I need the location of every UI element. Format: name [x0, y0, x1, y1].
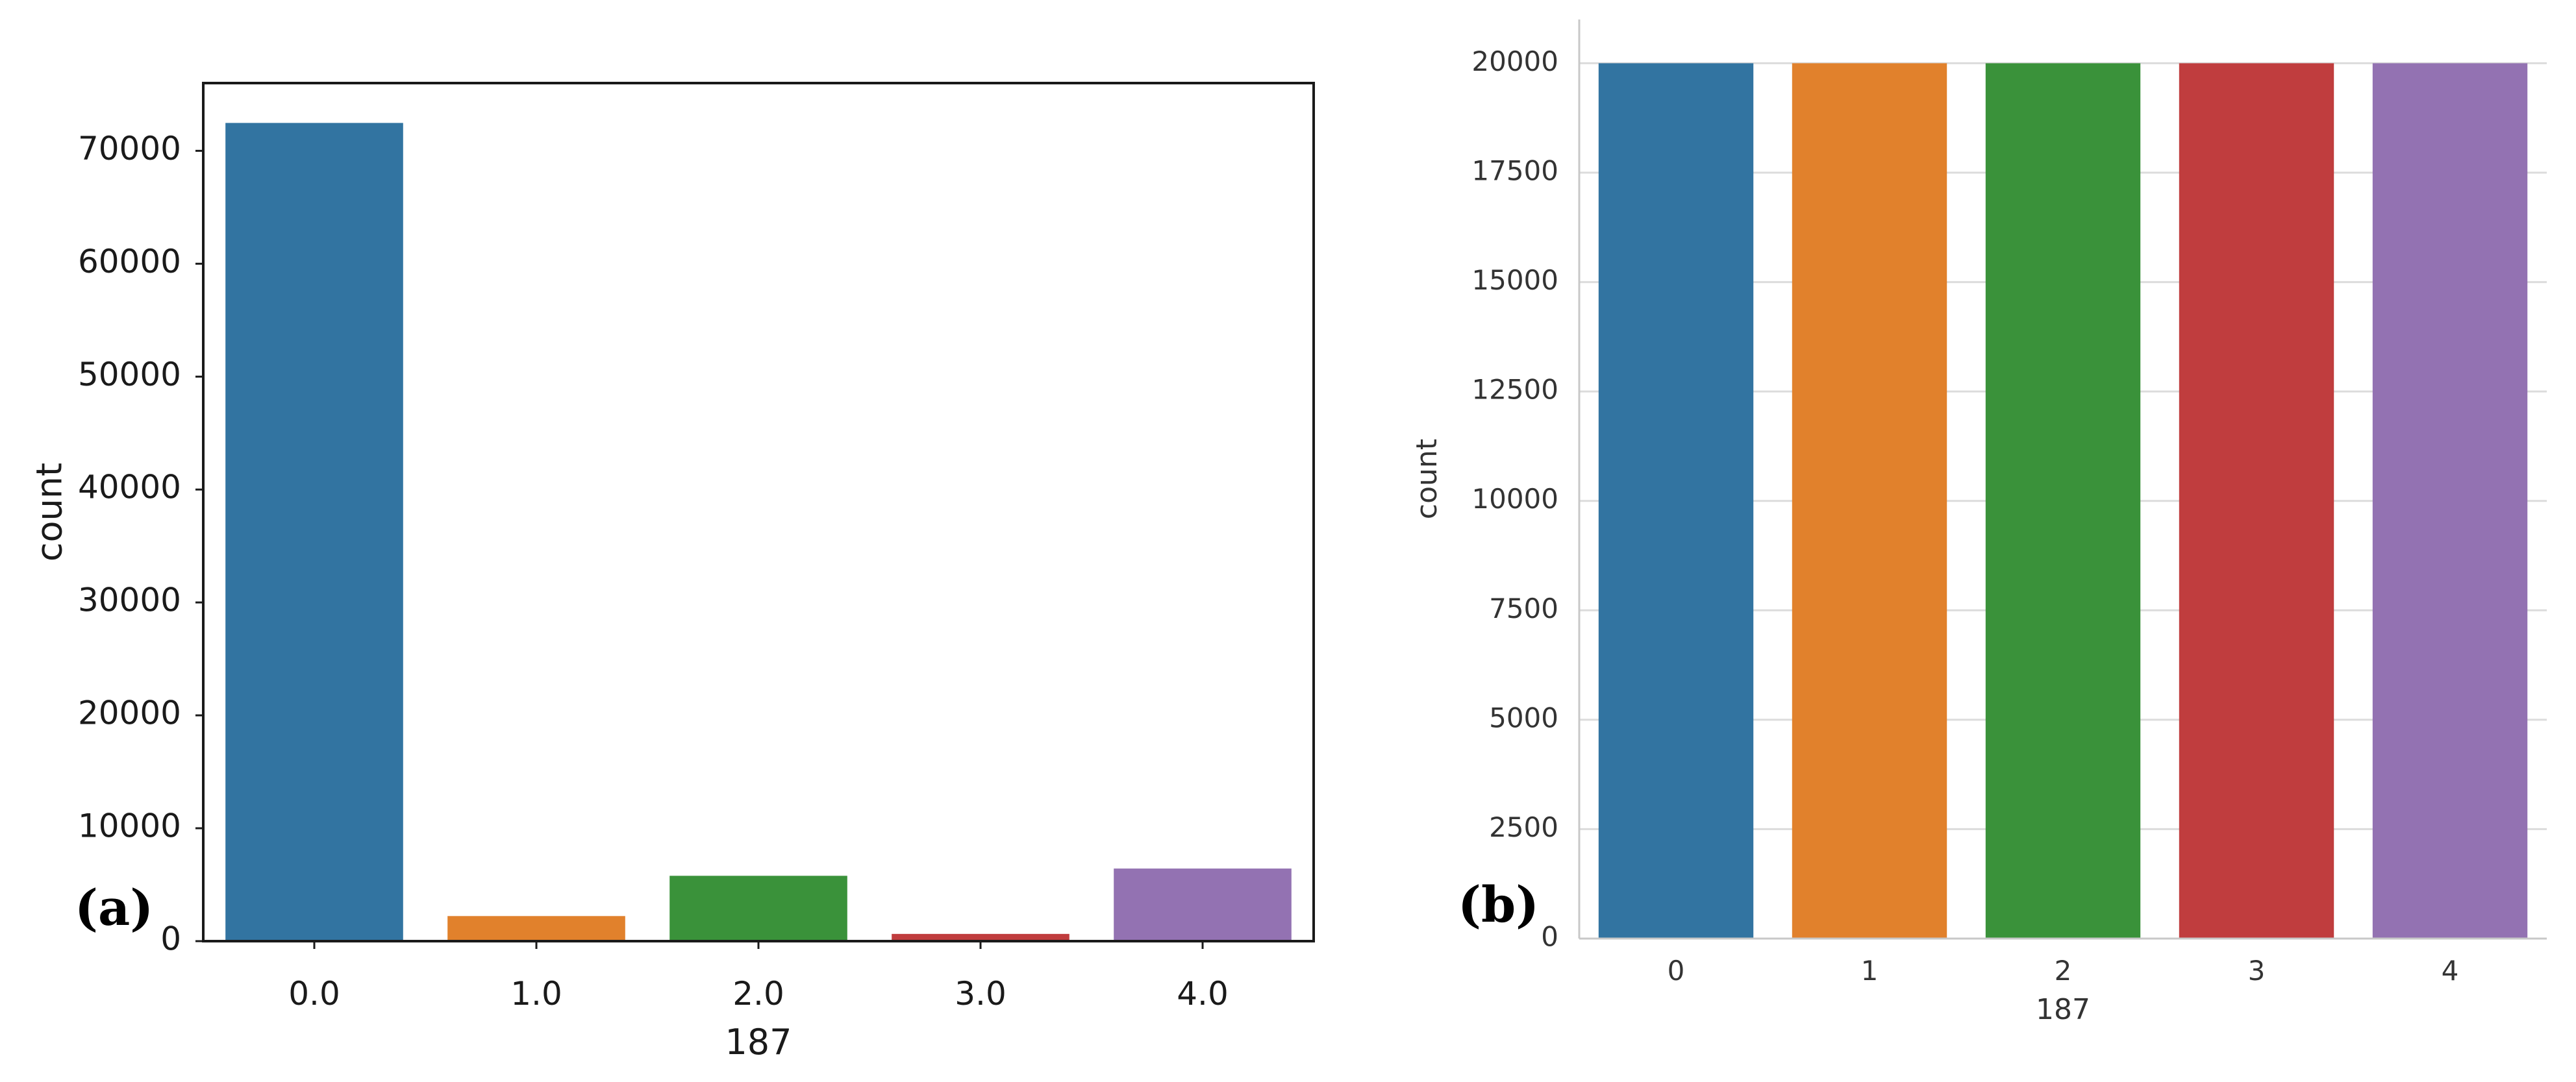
chart-b-ytick-label: 12500 — [1471, 374, 1558, 406]
chart-b-bar-2 — [1985, 63, 2141, 939]
chart-b-xtick-label: 0 — [1668, 955, 1685, 987]
chart-b-panel-label: (b) — [1458, 876, 1539, 933]
chart-a-x-axis-label: 187 — [725, 1022, 792, 1063]
chart-b-ytick-label: 15000 — [1471, 264, 1558, 296]
chart-a-xtick-label: 1.0 — [510, 975, 562, 1013]
chart-a-y-axis-label: count — [29, 463, 70, 561]
chart-a-ytick-label: 40000 — [78, 469, 181, 506]
chart-b-bar-3 — [2179, 63, 2334, 939]
chart-a-ytick-label: 0 — [160, 920, 181, 958]
chart-b-ytick-label: 17500 — [1471, 155, 1558, 187]
chart-b-ytick-label: 2500 — [1489, 811, 1558, 843]
chart-a-xtick-label: 2.0 — [732, 975, 784, 1013]
chart-b: 0 2500 5000 7500 10000 12500 15000 17500 20000 0 1… — [1410, 19, 2547, 1026]
chart-b-ytick-label: 10000 — [1471, 483, 1558, 515]
chart-a-ytick-label: 60000 — [78, 243, 181, 280]
chart-b-ytick-label: 0 — [1541, 921, 1558, 953]
chart-a: 0 10000 20000 30000 40000 50000 60000 70000 0.0 1… — [29, 82, 1315, 1063]
chart-b-bar-0 — [1598, 63, 1754, 939]
chart-a-bar-2.0 — [669, 876, 847, 941]
chart-a-ytick-label: 10000 — [78, 807, 181, 845]
chart-b-bar-4 — [2372, 63, 2528, 939]
chart-b-ytick-label: 20000 — [1471, 45, 1558, 77]
chart-a-panel-label: (a) — [75, 879, 153, 937]
chart-b-y-axis-label: count — [1410, 439, 1444, 519]
chart-b-x-axis-label: 187 — [2036, 993, 2090, 1026]
chart-a-ytick-label: 70000 — [78, 130, 181, 167]
chart-b-ytick-label: 7500 — [1489, 593, 1558, 624]
chart-a-ytick-label: 50000 — [78, 356, 181, 393]
chart-b-xtick-label: 3 — [2248, 955, 2266, 987]
chart-a-xtick-label: 3.0 — [955, 975, 1007, 1013]
chart-b-ytick-label: 5000 — [1489, 702, 1558, 733]
chart-b-xtick-label: 2 — [2055, 955, 2072, 987]
chart-a-bar-3.0 — [892, 933, 1069, 941]
chart-a-bar-0.0 — [225, 123, 403, 941]
chart-b-bar-1 — [1792, 63, 1947, 939]
chart-b-xtick-label: 1 — [1861, 955, 1879, 987]
chart-b-xtick-label: 4 — [2442, 955, 2459, 987]
chart-a-bar-1.0 — [447, 916, 625, 941]
chart-a-xtick-label: 4.0 — [1177, 975, 1229, 1013]
chart-a-ytick-label: 30000 — [78, 582, 181, 619]
chart-a-bar-4.0 — [1114, 868, 1292, 941]
chart-a-ytick-label: 20000 — [78, 695, 181, 732]
chart-a-xtick-label: 0.0 — [288, 975, 340, 1013]
